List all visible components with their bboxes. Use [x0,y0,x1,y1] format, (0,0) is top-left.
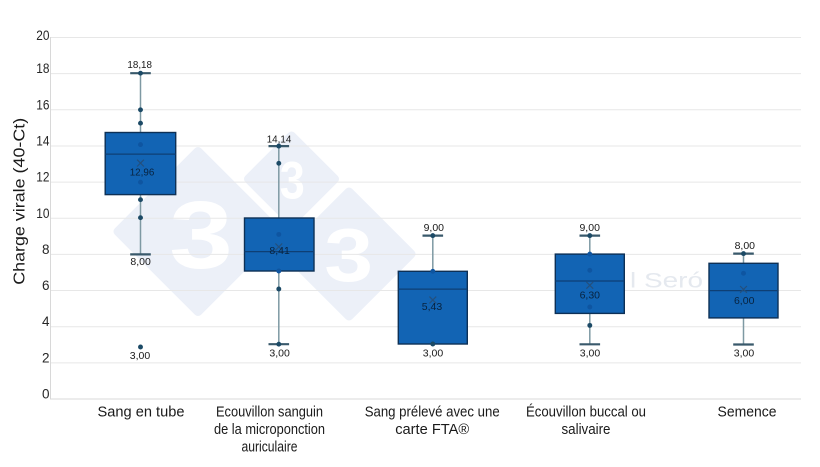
svg-text:Sang en tube: Sang en tube [98,404,185,421]
svg-text:3,00: 3,00 [269,348,290,360]
svg-text:14: 14 [36,133,50,148]
svg-text:3,00: 3,00 [580,348,601,360]
svg-text:12,96: 12,96 [130,167,155,179]
svg-text:16: 16 [36,97,49,112]
svg-text:3,00: 3,00 [734,348,755,360]
svg-text:2: 2 [42,350,50,365]
svg-text:10: 10 [36,206,49,221]
svg-text:Semence: Semence [718,404,777,421]
svg-text:8: 8 [42,242,50,257]
svg-text:0: 0 [42,387,50,402]
svg-text:Charge virale (40-Ct): Charge virale (40-Ct) [12,118,29,285]
svg-text:auriculaire: auriculaire [242,439,298,456]
svg-text:Ecouvillon sanguin: Ecouvillon sanguin [216,404,323,421]
svg-text:3: 3 [280,151,305,210]
svg-text:de la microponction: de la microponction [214,421,325,438]
svg-text:3: 3 [324,214,373,298]
svg-text:Écouvillon buccal ou: Écouvillon buccal ou [526,404,646,421]
svg-text:5,43: 5,43 [422,301,443,313]
svg-text:8,00: 8,00 [130,256,151,268]
svg-text:6,30: 6,30 [580,289,601,301]
svg-text:3,00: 3,00 [423,348,444,360]
svg-text:3: 3 [169,182,233,289]
svg-text:12: 12 [36,170,49,185]
svg-text:8,00: 8,00 [735,240,756,252]
svg-text:carte FTA®: carte FTA® [395,421,469,438]
svg-text:18,18: 18,18 [127,59,152,71]
svg-text:14,14: 14,14 [267,134,292,146]
svg-text:18: 18 [36,61,49,76]
svg-text:Sang prélevé avec une: Sang prélevé avec une [365,404,500,421]
svg-text:9,00: 9,00 [424,222,445,234]
svg-text:6: 6 [42,278,50,293]
svg-text:8,41: 8,41 [269,245,290,257]
svg-text:6,00: 6,00 [734,295,755,307]
svg-text:3,00: 3,00 [130,350,151,362]
svg-text:20: 20 [36,28,49,43]
svg-text:l Seró: l Seró [630,270,703,293]
svg-text:salivaire: salivaire [562,421,611,438]
svg-text:9,00: 9,00 [579,222,600,234]
svg-text:4: 4 [42,314,50,329]
